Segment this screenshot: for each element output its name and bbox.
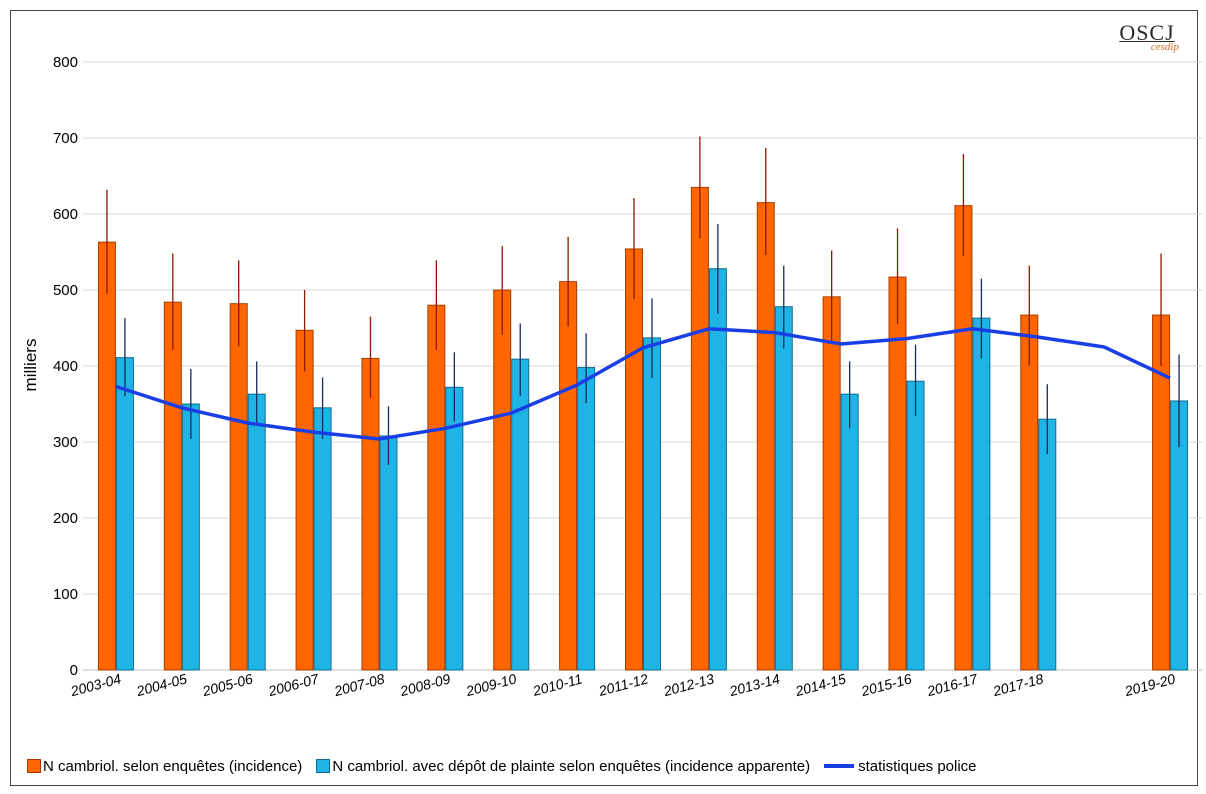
x-tick-label: 2016-17 — [924, 670, 980, 699]
police-line — [115, 327, 1171, 441]
y-axis-ticks: 0 100 200 300 400 500 600 700 800 — [53, 54, 78, 679]
bar-apparent — [643, 337, 661, 671]
bar-apparent — [247, 393, 266, 671]
bar-incidence — [295, 329, 314, 671]
x-tick-label: 2012-13 — [661, 670, 716, 699]
x-tick-label: 2009-10 — [463, 670, 518, 699]
bar-incidence — [229, 303, 248, 671]
error-bars — [106, 136, 1180, 465]
bar-apparent — [1038, 418, 1057, 671]
bar-incidence — [888, 276, 907, 671]
legend-label-orange: N cambriol. selon enquêtes (incidence) — [43, 757, 303, 775]
logo-main-text: OSCJ — [1119, 20, 1175, 45]
y-tick-label: 500 — [53, 282, 78, 299]
police-line-path — [115, 327, 1171, 441]
legend: N cambriol. selon enquêtes (incidence) N… — [27, 754, 991, 778]
x-tick-label: 2017-18 — [990, 670, 1045, 699]
y-tick-label: 200 — [53, 510, 78, 527]
bar-apparent — [379, 435, 398, 671]
bar-incidence — [756, 202, 775, 671]
y-tick-label: 100 — [53, 586, 78, 603]
bar-apparent — [445, 386, 464, 671]
bar-incidence — [822, 296, 841, 671]
bar-apparent — [313, 407, 332, 671]
x-tick-label: 2011-12 — [596, 670, 650, 699]
bar-incidence — [1152, 314, 1171, 671]
x-tick-label: 2007-08 — [332, 670, 387, 699]
x-tick-label: 2019-20 — [1122, 670, 1177, 699]
bar-apparent — [115, 357, 134, 671]
y-tick-label: 700 — [53, 130, 78, 147]
bar-incidence — [493, 289, 512, 671]
logo-sub-text: cesdip — [1150, 41, 1179, 53]
x-tick-label: 2010-11 — [530, 670, 584, 699]
x-tick-label: 2006-07 — [266, 670, 322, 699]
oscj-logo: OSCJ cesdip — [1115, 20, 1179, 53]
y-axis-label: milliers — [21, 339, 40, 392]
legend-swatch-line — [824, 764, 855, 768]
y-tick-label: 600 — [53, 206, 78, 223]
x-tick-label: 2005-06 — [200, 670, 255, 699]
legend-item-blue: N cambriol. avec dépôt de plainte selon … — [316, 758, 810, 775]
bar-incidence — [163, 301, 182, 671]
chart-frame — [10, 10, 1198, 786]
x-tick-label: 2015-16 — [859, 670, 914, 699]
bar-incidence — [954, 205, 973, 671]
bars — [97, 186, 1189, 671]
bar-apparent — [840, 393, 859, 671]
x-tick-label: 2014-15 — [793, 670, 848, 699]
y-tick-label: 400 — [53, 358, 78, 375]
bar-incidence — [625, 248, 643, 671]
legend-swatch-blue — [316, 759, 331, 773]
y-tick-label: 0 — [70, 662, 78, 679]
x-tick-label: 2004-05 — [134, 670, 189, 699]
bar-apparent — [906, 380, 925, 671]
legend-label-blue: N cambriol. avec dépôt de plainte selon … — [332, 757, 811, 775]
y-tick-label: 800 — [53, 54, 78, 71]
legend-item-orange: N cambriol. selon enquêtes (incidence) — [27, 758, 302, 775]
bar-incidence — [97, 241, 116, 671]
x-tick-label: 2013-14 — [727, 670, 782, 699]
bar-apparent — [577, 367, 596, 671]
bar-incidence — [427, 304, 446, 671]
legend-item-line: statistiques police — [824, 757, 977, 775]
bar-incidence — [559, 281, 578, 671]
bar-apparent — [972, 317, 991, 671]
bar-incidence — [1020, 314, 1039, 671]
legend-label-line: statistiques police — [858, 757, 977, 775]
y-tick-label: 300 — [53, 434, 78, 451]
bar-apparent — [774, 306, 793, 671]
x-axis-ticks: 2003-04 2004-05 2005-06 2006-07 2007-08 2008-… — [68, 670, 1177, 699]
legend-swatch-orange — [27, 759, 41, 773]
bar-incidence — [361, 357, 380, 671]
bar-incidence — [690, 186, 709, 671]
bar-apparent — [181, 403, 200, 671]
x-tick-label: 2008-09 — [397, 670, 452, 699]
